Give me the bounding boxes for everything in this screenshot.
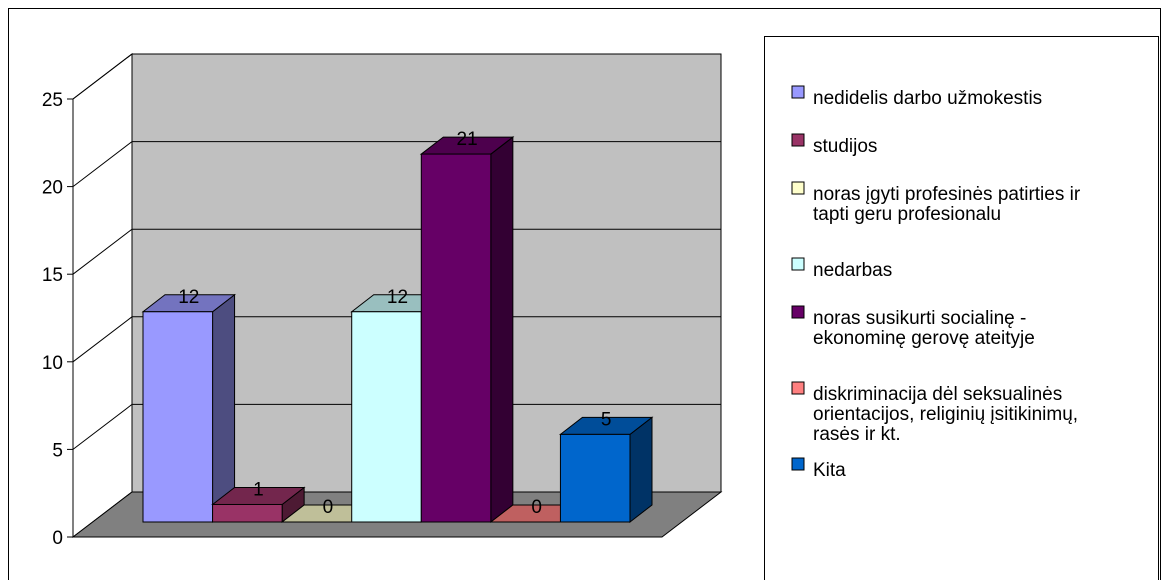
y-tick-label: 0 — [52, 528, 63, 549]
data-label: 21 — [457, 129, 478, 150]
y-tick-label: 20 — [42, 178, 63, 199]
y-tick-label: 15 — [42, 265, 63, 286]
legend-label: rasės ir kt. — [813, 424, 901, 445]
gridline — [72, 316, 721, 363]
bar — [351, 311, 422, 523]
bar-side — [490, 136, 514, 524]
legend-label: studijos — [813, 136, 877, 157]
gridline — [72, 228, 721, 275]
legend-label: diskriminacija dėl seksualinės — [813, 384, 1062, 405]
legend-swatch — [791, 257, 805, 271]
data-label: 1 — [253, 479, 264, 500]
gridline — [72, 403, 721, 450]
side-wall — [72, 52, 133, 539]
legend-swatch — [791, 381, 805, 395]
legend-label: ekonominę gerovę ateityje — [813, 328, 1035, 349]
y-tick-label: 25 — [42, 90, 63, 111]
y-tick-label: 10 — [42, 353, 63, 374]
data-label: 0 — [323, 497, 334, 518]
legend-label: orientacijos, religinių įsitikinimų, — [813, 404, 1078, 425]
bar-side — [629, 416, 653, 524]
data-label: 0 — [531, 497, 542, 518]
legend: nedidelis darbo užmokestis studijos noras … — [764, 36, 1159, 580]
data-label: 12 — [387, 287, 408, 308]
gridline — [72, 141, 721, 187]
legend-label: noras įgyti profesinės patirties ir — [813, 184, 1081, 205]
legend-label: tapti geru profesionalu — [813, 204, 1001, 225]
legend-swatch — [791, 133, 805, 147]
data-label: 12 — [178, 287, 199, 308]
bar — [559, 433, 631, 523]
legend-swatch — [791, 85, 805, 99]
legend-label: nedidelis darbo užmokestis — [813, 88, 1042, 109]
y-tick-label: 5 — [52, 440, 63, 461]
legend-box — [764, 36, 1159, 580]
legend-swatch — [791, 181, 805, 195]
legend-swatch — [791, 457, 805, 471]
bar — [212, 503, 283, 523]
chart-border — [8, 8, 1161, 580]
data-label: 5 — [601, 409, 612, 430]
legend-label: noras susikurti socialinę - — [813, 308, 1026, 329]
legend-label: nedarbas — [813, 260, 892, 281]
bar — [420, 153, 492, 523]
legend-swatch — [791, 305, 805, 319]
bar — [142, 311, 214, 523]
legend-label: Kita — [813, 460, 846, 481]
bar-side — [212, 293, 236, 524]
gridline — [72, 53, 721, 100]
